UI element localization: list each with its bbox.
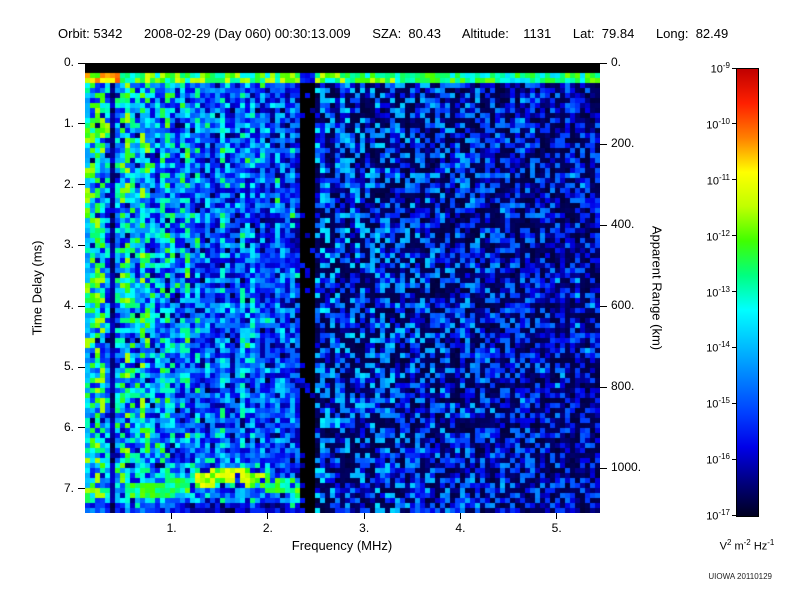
- colorbar-tick: [732, 402, 736, 404]
- y-tick-label: 4.: [63, 298, 74, 313]
- range-tick-label: 400.: [611, 217, 635, 232]
- credit-text: UIOWA 20110129: [708, 572, 772, 581]
- x-tick: [363, 513, 365, 519]
- range-tick: [600, 305, 607, 307]
- range-tick: [600, 224, 607, 226]
- y-tick-label: 5.: [63, 359, 74, 374]
- colorbar-tick: [732, 346, 736, 348]
- y-tick: [78, 244, 85, 246]
- x-tick: [459, 513, 461, 519]
- y-tick-label: 3.: [63, 237, 74, 252]
- y-tick: [78, 184, 85, 186]
- x-tick-label: 4.: [455, 521, 466, 535]
- colorbar-tick: [732, 67, 736, 69]
- range-tick: [600, 386, 607, 388]
- colorbar-tick: [732, 123, 736, 125]
- colorbar-tick-label: 10-11: [706, 172, 730, 188]
- x-tick-label: 3.: [359, 521, 370, 535]
- range-tick-label: 600.: [611, 298, 635, 313]
- y-tick-label: 6.: [63, 419, 74, 434]
- header-orbit: Orbit: 5342: [58, 26, 123, 41]
- x-tick-label: 5.: [551, 521, 562, 535]
- colorbar-tick-label: 10-16: [706, 452, 730, 467]
- spectrogram-canvas: [85, 63, 600, 513]
- colorbar-tick: [732, 179, 736, 181]
- colorbar-tick: [732, 514, 736, 516]
- x-tick-label: 1.: [166, 521, 177, 535]
- y-tick: [78, 305, 85, 307]
- colorbar: [736, 68, 759, 517]
- x-tick-label: 2.: [262, 521, 273, 535]
- x-tick: [171, 513, 173, 519]
- range-tick-label: 1000.: [611, 460, 642, 475]
- header-sza: SZA: 80.43: [372, 26, 441, 41]
- colorbar-tick-label: 10-13: [706, 284, 730, 300]
- header-datetime: 2008-02-29 (Day 060) 00:30:13.009: [143, 26, 351, 41]
- colorbar-tick-label: 10-15: [706, 396, 730, 411]
- y-tick: [78, 366, 85, 368]
- colorbar-tick: [732, 235, 736, 237]
- range-tick: [600, 62, 607, 64]
- colorbar-tick: [732, 458, 736, 460]
- colorbar-tick: [732, 291, 736, 292]
- header-altitude: Altitude: 1131: [461, 26, 552, 41]
- x-tick: [267, 513, 269, 519]
- range-tick-label: 200.: [611, 136, 635, 151]
- colorbar-tick-label: 10-17: [706, 508, 730, 523]
- colorbar-unit-label: V2 m-2 Hz-1: [719, 538, 775, 553]
- header-lat: Lat: 79.84: [572, 26, 635, 41]
- y-axis-title-left: Time Delay (ms): [29, 240, 45, 336]
- y-tick-label: 0.: [63, 55, 74, 69]
- y-tick: [78, 62, 85, 64]
- x-axis-title: Frequency (MHz): [291, 538, 393, 553]
- range-tick-label: 0.: [611, 55, 622, 69]
- range-tick: [600, 467, 607, 469]
- y-tick-label: 2.: [63, 176, 74, 191]
- range-tick-label: 800.: [611, 379, 635, 394]
- header-info: Orbit: 5342 2008-02-29 (Day 060) 00:30:1…: [58, 26, 746, 41]
- colorbar-tick-label: 10-12: [706, 228, 730, 244]
- y-tick-label: 1.: [63, 115, 74, 130]
- y-tick: [78, 427, 85, 429]
- range-tick: [600, 143, 607, 145]
- colorbar-tick-label: 10-10: [706, 116, 730, 132]
- header-long: Long: 82.49: [655, 26, 729, 41]
- y-tick: [78, 123, 85, 125]
- x-tick: [556, 513, 558, 519]
- y-tick: [78, 488, 85, 490]
- colorbar-tick-label: 10-14: [706, 340, 730, 356]
- colorbar-tick-label: 10-9: [710, 61, 730, 76]
- y-tick-label: 7.: [63, 480, 74, 495]
